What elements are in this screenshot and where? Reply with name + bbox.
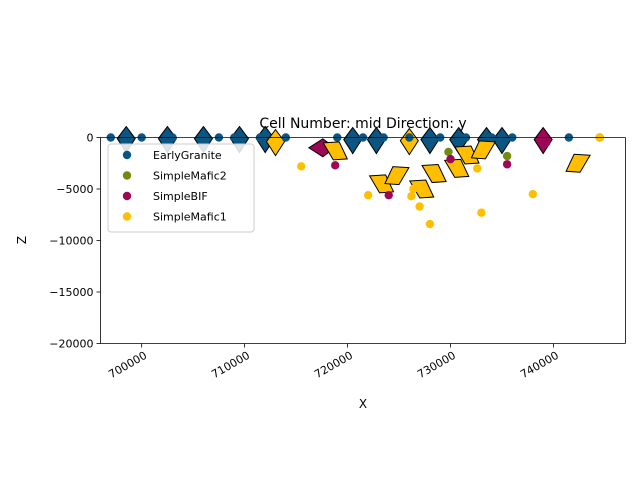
- orientation-arrow: [384, 166, 410, 186]
- orientation-arrow: [421, 164, 447, 184]
- y-tick-label: −5000: [56, 183, 93, 196]
- data-point: [502, 151, 512, 161]
- legend-marker: [122, 212, 132, 221]
- orientation-arrow: [322, 141, 349, 161]
- legend-marker: [122, 150, 132, 160]
- data-point: [363, 190, 373, 200]
- data-point: [444, 147, 453, 157]
- y-tick-label: 0: [87, 132, 94, 145]
- orientation-arrow: [343, 126, 363, 155]
- legend-label: SimpleMafic2: [153, 170, 227, 183]
- x-axis-label: X: [359, 397, 367, 411]
- data-point: [528, 189, 538, 199]
- legend-box: [107, 143, 255, 233]
- orientation-arrow: [565, 153, 591, 173]
- legend-label: SimpleMafic1: [153, 211, 227, 224]
- data-point: [297, 162, 306, 171]
- data-point: [446, 154, 455, 164]
- orientation-arrow: [492, 126, 512, 155]
- y-tick-label: −10000: [49, 235, 93, 248]
- legend-label: SimpleBIF: [153, 190, 208, 203]
- legend-marker: [122, 191, 132, 201]
- data-point: [384, 190, 393, 200]
- data-point: [425, 219, 435, 229]
- data-point: [331, 161, 340, 170]
- data-point: [473, 164, 482, 173]
- y-tick-label: −15000: [49, 286, 93, 299]
- y-tick-label: −20000: [49, 338, 93, 351]
- orientation-arrow: [454, 145, 480, 165]
- orientation-arrow: [443, 158, 470, 178]
- legend-marker: [122, 171, 132, 180]
- legend-label: EarlyGranite: [153, 149, 222, 162]
- chart-title: Cell Number: mid Direction: y: [259, 116, 466, 132]
- legend: EarlyGranite SimpleMafic2 SimpleBIF SimpleM…: [107, 143, 255, 233]
- data-point: [407, 192, 416, 201]
- orientation-arrow: [420, 126, 440, 155]
- data-point: [415, 202, 424, 211]
- data-point: [409, 184, 418, 194]
- data-point: [542, 138, 551, 147]
- data-point: [502, 160, 512, 169]
- y-axis-label: Z: [15, 236, 29, 244]
- chart-marks: [106, 125, 604, 229]
- data-point: [477, 208, 486, 217]
- orientation-arrow: [470, 140, 497, 160]
- orientation-arrow: [408, 179, 435, 199]
